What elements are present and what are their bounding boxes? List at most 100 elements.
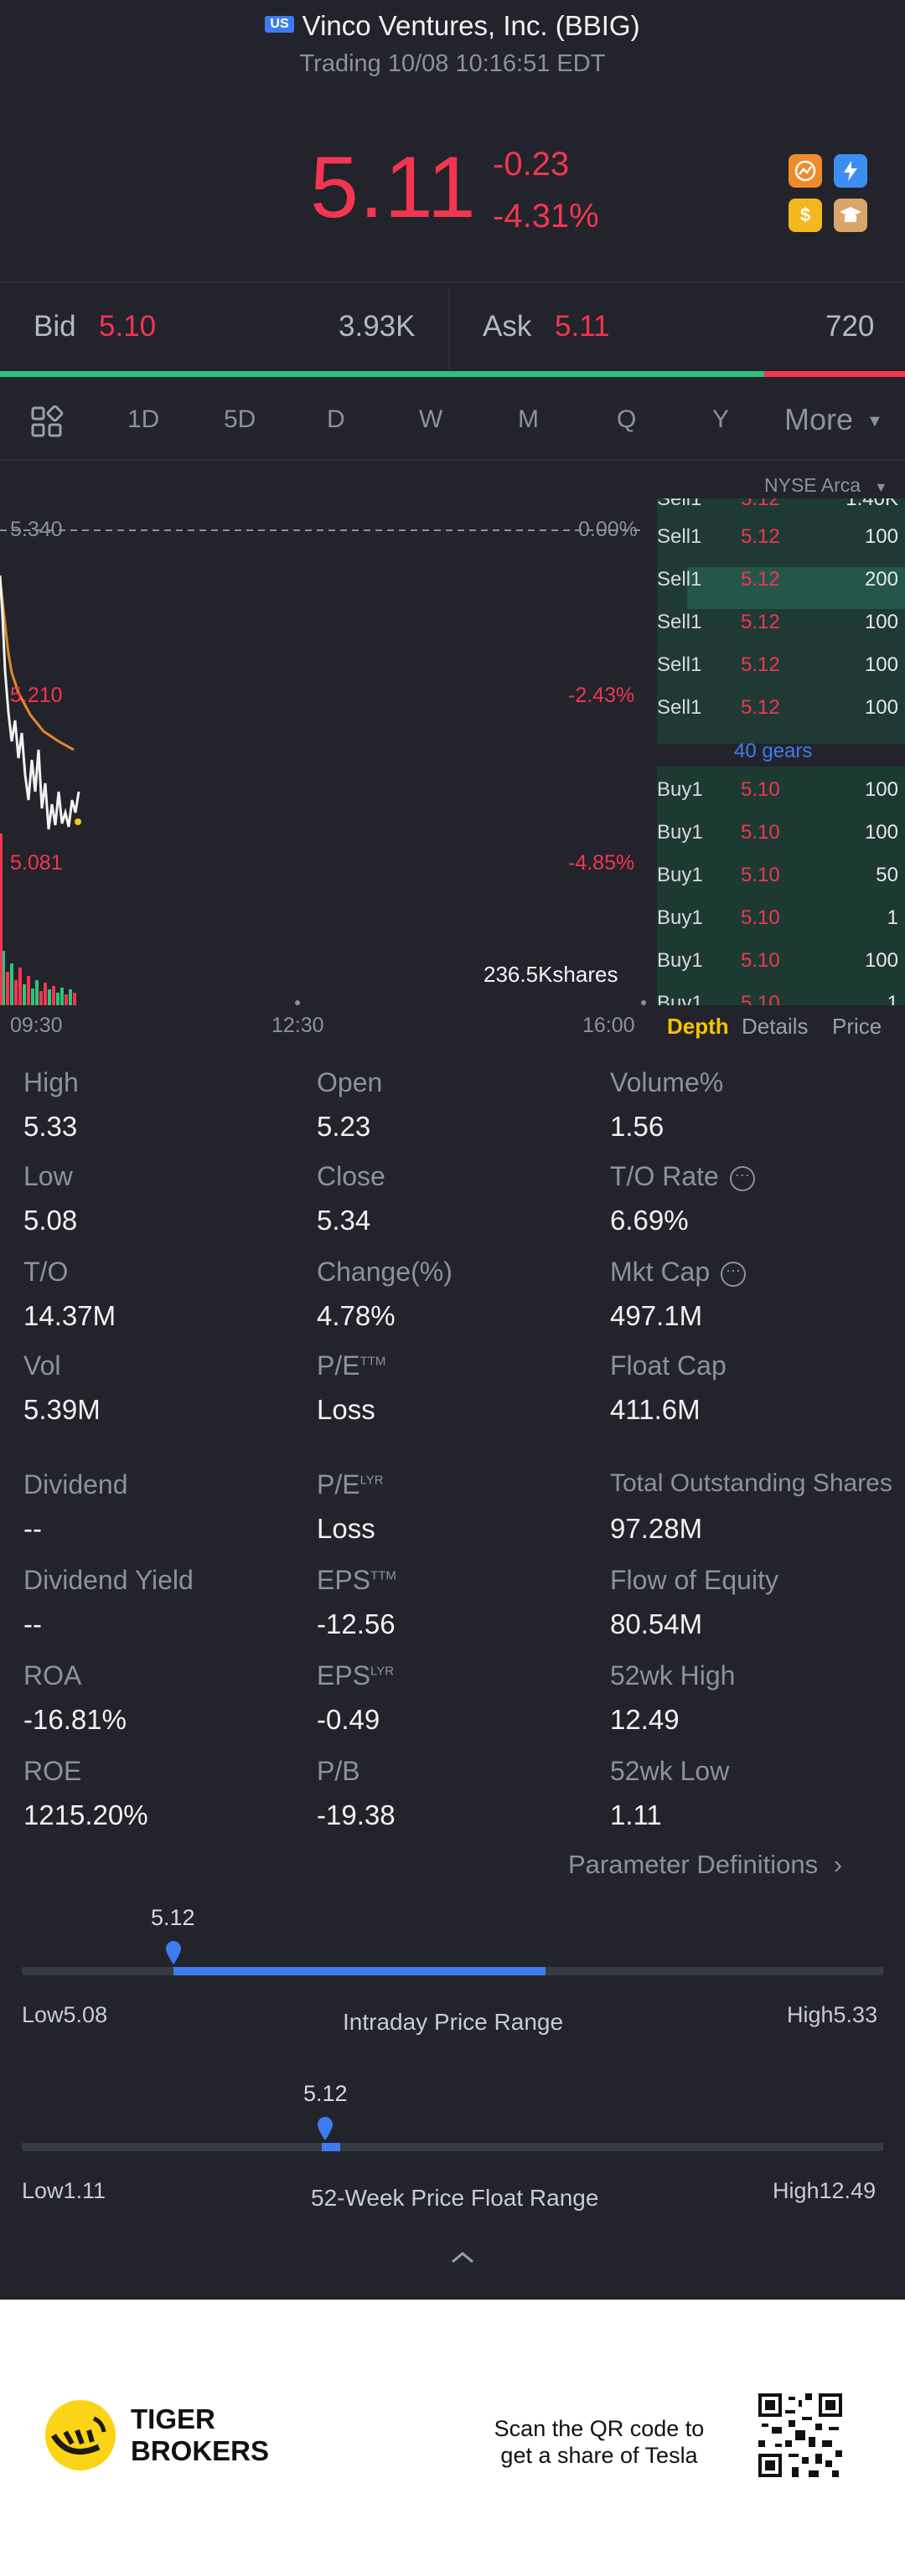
tab-more-label: More	[784, 402, 854, 436]
order-price: 5.12	[741, 696, 780, 719]
price-axis-label: 5.210	[10, 684, 63, 707]
order-price: 5.12	[741, 525, 780, 548]
order-price: 5.10	[741, 906, 780, 929]
stat-value: -19.38	[317, 1799, 396, 1830]
gears-link[interactable]: 40 gears	[734, 740, 813, 762]
average-price-line	[0, 577, 75, 751]
rising-chart-icon[interactable]	[789, 154, 822, 188]
time-axis-label: 16:00	[582, 1014, 635, 1037]
stat-label: P/E	[317, 1350, 360, 1381]
tab-m[interactable]: M	[518, 405, 539, 433]
tab-depth[interactable]: Depth	[667, 1014, 729, 1039]
range-high: High12.49	[773, 2178, 877, 2203]
order-row-buy: Buy1 5.10 100	[657, 811, 905, 853]
tab-q[interactable]: Q	[617, 405, 637, 433]
location-pin-icon	[164, 1940, 183, 1969]
volume-label: 236.5Kshares	[484, 962, 618, 987]
stat-label: Volume%	[610, 1067, 724, 1097]
session-marker	[0, 834, 3, 1005]
info-icon[interactable]: ⋯	[721, 1261, 747, 1287]
range-current-value: 5.12	[151, 1905, 195, 1930]
stat-value: 5.23	[317, 1111, 371, 1142]
order-row-sell: Sell1 5.12 100	[657, 686, 905, 728]
order-price: 5.10	[741, 864, 780, 886]
price-change: -0.23	[493, 146, 570, 183]
stock-name: Vinco Ventures, Inc. (BBIG)	[302, 10, 640, 41]
stock-title: US Vinco Ventures, Inc. (BBIG)	[0, 10, 905, 42]
stat-label: Total Outstanding Shares	[610, 1469, 892, 1497]
stat-value: -12.56	[317, 1608, 396, 1639]
tab-5d[interactable]: 5D	[224, 405, 256, 433]
bid-label: Bid	[34, 310, 76, 343]
tab-d[interactable]: D	[327, 405, 345, 433]
order-size: 50	[876, 864, 898, 886]
stat-value: 497.1M	[610, 1300, 703, 1331]
education-icon[interactable]	[834, 199, 867, 232]
order-size: 1	[887, 906, 898, 929]
stat-label: Open	[317, 1067, 383, 1097]
tab-w[interactable]: W	[419, 405, 443, 433]
stat-label: High	[23, 1067, 79, 1097]
stat-value: 1.56	[610, 1111, 665, 1142]
price-axis-label: 5.340	[10, 518, 63, 541]
range-high: High5.33	[787, 2002, 878, 2027]
stats-grid: High 5.33 Open 5.23 Volume% 1.56 Low 5.0…	[0, 1056, 905, 1843]
stat-value: 5.39M	[23, 1394, 101, 1425]
pct-axis-label: -2.43%	[568, 684, 635, 707]
stat-value: 1215.20%	[23, 1799, 148, 1830]
exchange-label: NYSE Arca	[764, 474, 861, 496]
tab-price[interactable]: Price	[832, 1014, 882, 1039]
intraday-chart[interactable]	[0, 498, 657, 1005]
brand-line-1: TIGER	[131, 2403, 215, 2434]
info-icon[interactable]: ⋯	[729, 1165, 755, 1191]
stat-label: Vol	[23, 1350, 61, 1381]
order-size: 100	[864, 949, 898, 972]
price-axis-label: 5.081	[10, 851, 63, 875]
stat-value: 5.33	[23, 1111, 78, 1142]
order-size: 100	[864, 525, 898, 548]
stat-label: Flow of Equity	[610, 1565, 778, 1595]
promo-text: Scan the QR code to get a share of Tesla	[469, 2415, 729, 2469]
divider	[448, 287, 450, 370]
location-pin-icon	[316, 2116, 334, 2145]
time-axis-label: 12:30	[272, 1014, 324, 1037]
order-side: Sell1	[657, 498, 702, 510]
ask-label: Ask	[483, 310, 532, 343]
stat-label: EPS	[317, 1565, 371, 1595]
order-row-buy: Buy1 5.10 50	[657, 854, 905, 896]
order-size: 100	[864, 778, 898, 801]
ask-ratio-bar	[764, 371, 905, 377]
order-row-sell: Sell1 5.12 200	[657, 558, 905, 600]
range-title: 52-Week Price Float Range	[311, 2185, 599, 2211]
stat-label: Dividend	[23, 1469, 128, 1500]
lightning-icon[interactable]	[834, 154, 867, 188]
order-price: 5.12	[741, 498, 780, 510]
stat-value: 14.37M	[23, 1300, 116, 1331]
tab-y[interactable]: Y	[712, 405, 730, 433]
stat-label: 52wk High	[610, 1660, 736, 1691]
brand-name: TIGER BROKERS	[131, 2403, 269, 2467]
range-title: Intraday Price Range	[343, 2009, 564, 2035]
tab-more[interactable]: More ▼	[784, 402, 883, 437]
brand-line-2: BROKERS	[131, 2435, 270, 2466]
order-side: Sell1	[657, 611, 702, 633]
tab-1d[interactable]: 1D	[127, 405, 160, 433]
stat-label: T/O Rate	[610, 1161, 719, 1191]
stat-value: 6.69%	[610, 1205, 689, 1236]
collapse-chevron-up-icon[interactable]	[449, 2248, 476, 2269]
range-current-value: 5.12	[303, 2081, 348, 2106]
order-size: 1.40K	[846, 498, 898, 510]
stat-label: Change(%)	[317, 1257, 452, 1287]
dollar-icon[interactable]: $	[789, 199, 822, 232]
tab-details[interactable]: Details	[742, 1014, 809, 1039]
order-side: Buy1	[657, 992, 703, 1005]
exchange-selector[interactable]: NYSE Arca ▼	[764, 474, 887, 497]
order-row-buy: Buy1 5.10 100	[657, 768, 905, 810]
parameter-definitions-link[interactable]: Parameter Definitions ›	[568, 1850, 842, 1880]
qr-code[interactable]	[758, 2393, 842, 2481]
grid-layout-icon[interactable]	[30, 405, 64, 443]
order-row-sell: Sell1 5.12 100	[657, 515, 905, 557]
order-size: 100	[864, 696, 898, 719]
order-book[interactable]: Sell1 5.12 1.40K Sell1 5.12 100 Sell1 5.12 200…	[657, 498, 905, 1005]
divider	[0, 281, 905, 283]
